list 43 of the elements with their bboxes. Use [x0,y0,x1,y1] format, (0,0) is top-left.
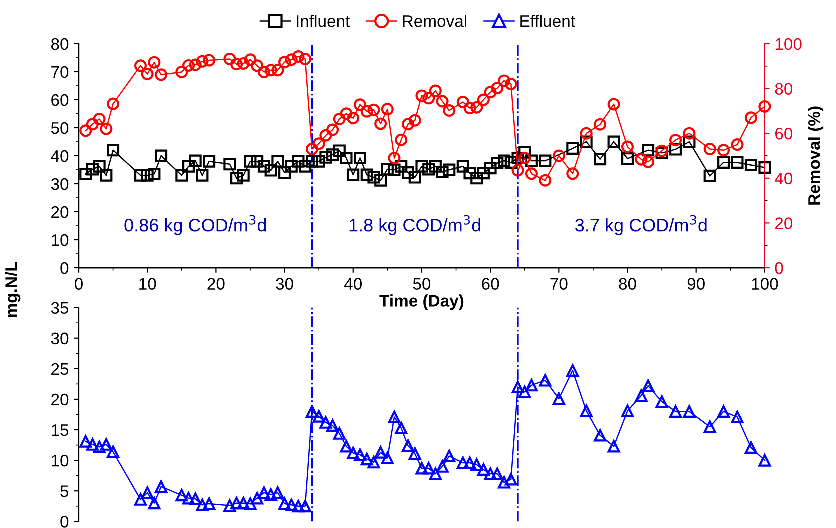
annotation: 1.8 kg COD/m$^{3}$d [350,215,480,236]
y2-axis-title: Removal (%) [808,106,824,205]
y-tick-label: 5 [60,486,69,498]
annotation: 0.86 kg COD/m$^{3}$d [124,215,266,236]
y2-tick-label: 0 [775,262,784,274]
y-tick-label: 30 [51,178,69,190]
y2-tick-label: 20 [776,218,793,230]
x-tick-label: 50 [413,278,431,290]
y-tick-label: 30 [51,332,69,345]
x-tick-label: 100 [752,278,778,290]
y-tick-label: 50 [51,122,69,134]
legend-label: Influent [297,15,350,28]
x-tick-label: 10 [140,278,156,290]
y2-tick-label: 100 [776,38,802,50]
x-axis-title: Time (Day) [380,294,464,310]
y-tick-label: 40 [51,150,69,162]
y-tick-label: 80 [51,38,69,50]
x-tick-label: 80 [619,278,636,290]
y-tick-label: 15 [52,424,69,436]
y-tick-label: 25 [52,363,69,376]
y-tick-label: 20 [52,394,69,406]
y-tick-label: 20 [52,206,69,218]
y2-tick-label: 80 [775,83,793,95]
y2-tick-label: 40 [775,172,793,185]
y-tick-label: 70 [52,66,69,78]
y-axis-title: mg.N/L [5,262,21,318]
x-tick-label: 40 [344,278,362,290]
legend-label: Effluent [520,15,576,28]
annotation: 3.7 kg COD/m$^{3}$d [576,215,707,236]
x-tick-label: 30 [276,278,294,290]
y-tick-label: 0 [60,262,69,274]
x-tick-label: 60 [482,278,500,290]
x-tick-label: 20 [208,278,225,290]
y2-tick-label: 60 [776,128,793,140]
y-tick-label: 10 [52,454,69,467]
legend-label: Removal [403,15,466,28]
y-tick-label: 10 [52,234,69,246]
x-tick-label: 70 [550,278,568,290]
y-tick-label: 60 [52,94,69,106]
y-tick-label: 0 [60,516,69,528]
y-tick-label: 35 [51,302,69,314]
x-tick-label: 0 [75,278,83,290]
x-tick-label: 90 [688,278,705,290]
